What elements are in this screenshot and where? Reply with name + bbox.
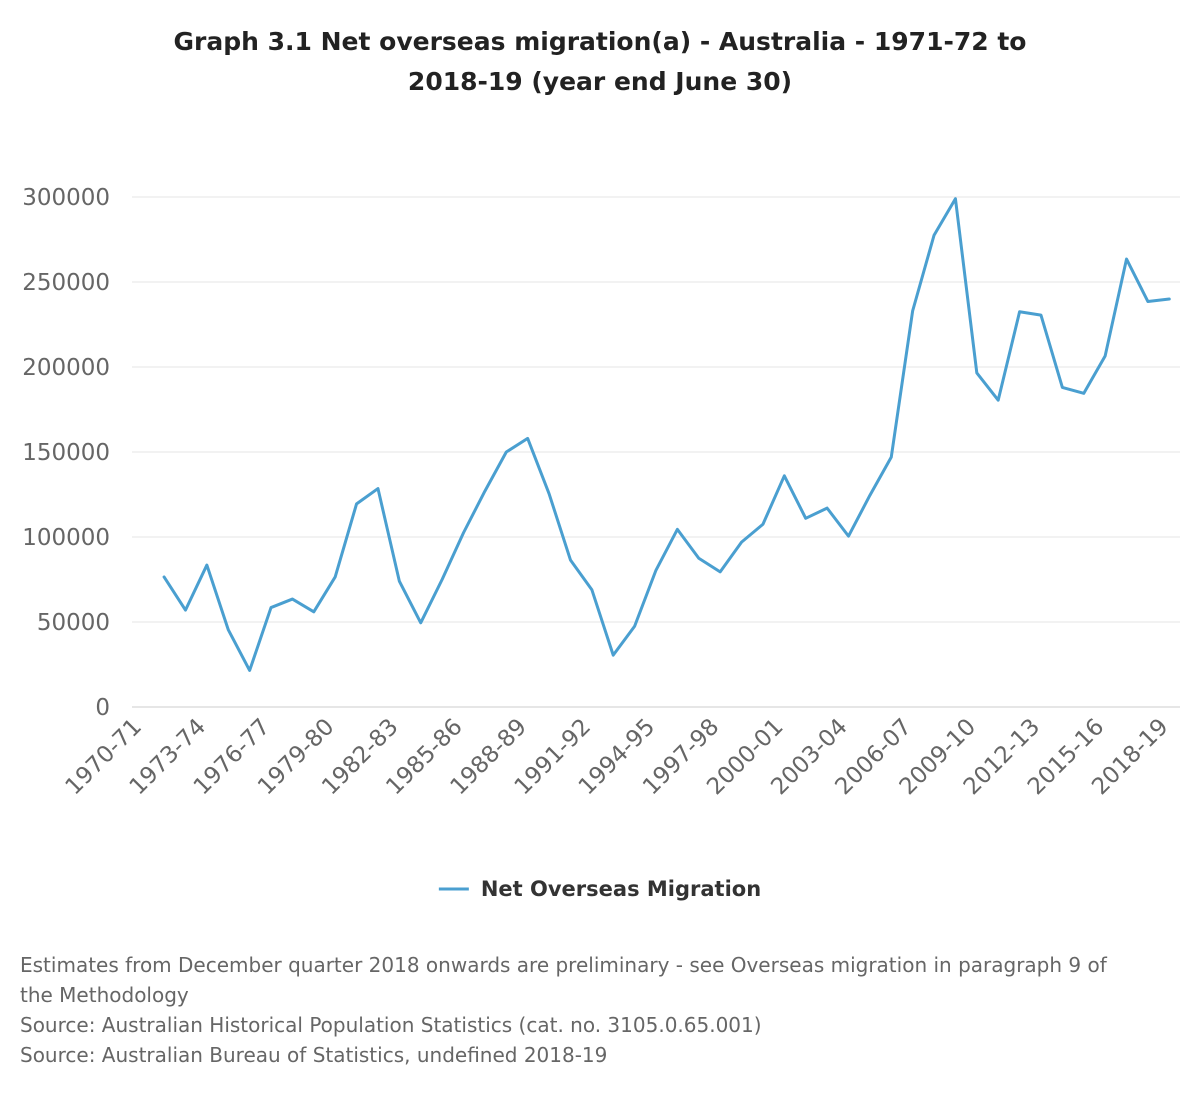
chart-title-line-2: 2018-19 (year end June 30): [407, 67, 793, 96]
y-tick-label-250000: 250000: [22, 270, 110, 296]
y-tick-label-50000: 50000: [37, 610, 110, 636]
footnote-preliminary: Estimates from December quarter 2018 onw…: [20, 953, 1107, 977]
legend-label[interactable]: Net Overseas Migration: [481, 877, 761, 901]
line-chart: 0 50000 100000 150000 200000 250000 300000 197…: [22, 185, 1180, 901]
chart-title-line-1: Graph 3.1 Net overseas migration(a) - Au…: [173, 27, 1027, 56]
footnote-methodology: the Methodology: [20, 983, 189, 1007]
y-axis-ticks: 0 50000 100000 150000 200000 250000 300000: [22, 185, 110, 721]
chart-title: Graph 3.1 Net overseas migration(a) - Au…: [0, 22, 1200, 102]
gridlines: [132, 196, 1180, 708]
footnote-source-historical: Source: Australian Historical Population…: [20, 1013, 762, 1037]
series-layer: [162, 197, 1171, 672]
series-line-net-overseas-migration[interactable]: [162, 197, 1171, 672]
x-axis-ticks: 1970-711973-741976-771979-801982-831985-…: [61, 714, 1174, 800]
y-tick-label-100000: 100000: [22, 525, 110, 551]
y-tick-label-150000: 150000: [22, 440, 110, 466]
y-tick-label-0: 0: [95, 695, 110, 721]
y-tick-label-200000: 200000: [22, 355, 110, 381]
y-tick-label-300000: 300000: [22, 185, 110, 211]
footnote-source-abs: Source: Australian Bureau of Statistics,…: [20, 1043, 608, 1067]
footnotes: Estimates from December quarter 2018 onw…: [20, 950, 1180, 1070]
legend[interactable]: Net Overseas Migration: [438, 877, 761, 901]
